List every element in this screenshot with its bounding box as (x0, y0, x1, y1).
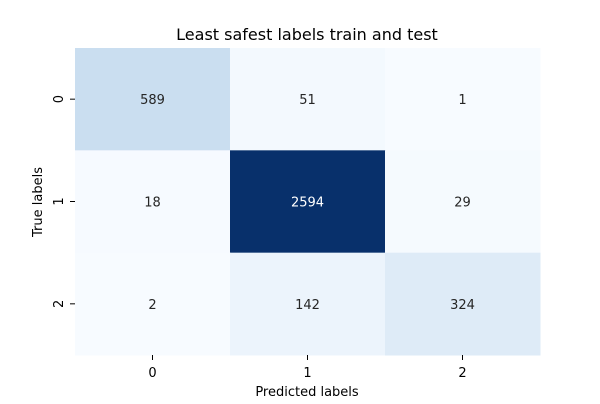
cell-value-0-2: 1 (458, 93, 466, 108)
x-tick-label-1: 1 (303, 366, 311, 381)
heatmap-cell-2-1 (230, 252, 386, 356)
cell-value-0-1: 51 (299, 93, 316, 108)
heatmap-cell-0-2 (385, 48, 541, 151)
cell-value-1-1: 2594 (291, 196, 324, 211)
cell-value-0-0: 589 (140, 93, 165, 108)
heatmap-cell-0-0 (75, 48, 231, 151)
x-tick-label-0: 0 (148, 366, 156, 381)
heatmap-cell-1-2 (385, 150, 541, 254)
cell-value-1-0: 18 (144, 196, 161, 211)
heatmap-cell-2-2 (385, 252, 541, 356)
heatmap-cell-1-0 (75, 150, 231, 254)
heatmap-cell-0-1 (230, 48, 386, 151)
x-axis-label: Predicted labels (255, 385, 359, 400)
heatmap-cell-1-1 (230, 150, 386, 254)
cell-value-2-2: 324 (450, 298, 475, 313)
x-tick-label-2: 2 (458, 366, 466, 381)
y-axis: 0 1 2 (52, 95, 75, 308)
cell-annotations: 589 51 1 18 2594 29 2 142 324 (140, 93, 475, 313)
y-tick-label-2: 2 (52, 300, 67, 308)
cell-value-2-0: 2 (148, 298, 156, 313)
x-axis: 0 1 2 (148, 355, 467, 381)
chart-title: Least safest labels train and test (176, 25, 438, 44)
cell-value-2-1: 142 (295, 298, 320, 313)
y-tick-label-1: 1 (52, 197, 67, 205)
heatmap-cells (75, 48, 541, 356)
y-axis-label: True labels (31, 167, 46, 238)
y-tick-label-0: 0 (52, 95, 67, 103)
heatmap-cell-2-0 (75, 252, 231, 356)
cell-value-1-2: 29 (454, 196, 471, 211)
